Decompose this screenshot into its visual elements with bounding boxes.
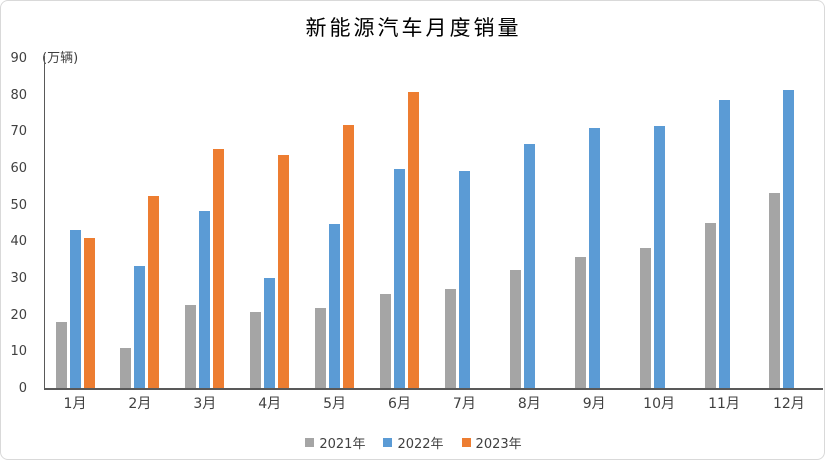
x-tick-label: 9月 (582, 396, 606, 412)
bar-2022年-8月 (523, 143, 535, 388)
bar-2021年-2月 (120, 347, 132, 388)
bar-2022年-10月 (653, 126, 665, 388)
bar-2021年-11月 (704, 223, 716, 388)
y-axis-unit-label: (万辆) (42, 51, 79, 66)
bar-2022年-7月 (458, 170, 470, 388)
x-tick-label: 8月 (517, 396, 541, 412)
legend-label: 2022年 (397, 437, 444, 452)
x-tick-label: 3月 (193, 396, 217, 412)
legend-item-2023年: 2023年 (461, 433, 522, 452)
y-axis-line (44, 56, 45, 389)
bar-2022年-2月 (134, 265, 146, 388)
bar-2021年-7月 (444, 288, 456, 388)
bar-2021年-6月 (380, 294, 391, 388)
legend-swatch (461, 438, 471, 447)
chart-title: 新能源汽车月度销量 (305, 16, 522, 40)
bar-2021年-10月 (639, 247, 651, 388)
y-tick-label: 20 (10, 307, 27, 323)
bar-2023年-2月 (148, 195, 160, 388)
legend-swatch (383, 438, 393, 447)
legend-item-2022年: 2022年 (383, 433, 444, 452)
bar-2022年-5月 (329, 224, 341, 388)
legend-label: 2021年 (319, 437, 366, 452)
y-tick-label: 10 (10, 344, 27, 360)
bar-2021年-3月 (185, 305, 197, 388)
x-tick-label: 4月 (258, 396, 282, 412)
x-tick-label: 7月 (452, 396, 476, 412)
bar-2023年-5月 (343, 125, 355, 388)
bar-2023年-4月 (278, 154, 290, 388)
legend-item-2021年: 2021年 (305, 433, 365, 452)
bar-2021年-1月 (55, 322, 67, 388)
bar-2022年-6月 (394, 169, 405, 388)
bar-2021年-9月 (574, 257, 586, 388)
y-tick-label: 90 (10, 51, 27, 66)
bar-2022年-12月 (783, 89, 795, 388)
x-tick-label: 1月 (63, 396, 87, 412)
bar-2021年-4月 (250, 312, 262, 388)
x-tick-label: 11月 (708, 396, 740, 412)
x-tick-label: 12月 (772, 396, 805, 412)
x-tick-label: 2月 (128, 396, 152, 412)
y-tick-label: 70 (10, 124, 27, 140)
y-tick-label: 0 (18, 381, 27, 396)
bar-2021年-12月 (769, 193, 781, 388)
x-tick-label: 10月 (643, 396, 675, 412)
bar-2022年-4月 (264, 278, 276, 388)
legend-swatch (305, 438, 315, 447)
y-tick-label: 30 (10, 271, 27, 286)
bar-2023年-6月 (408, 92, 419, 388)
legend: 2021年 2022年 2023年 (1, 433, 824, 452)
x-tick-label: 6月 (388, 396, 411, 412)
y-tick-label: 50 (10, 197, 27, 213)
bar-2022年-1月 (69, 229, 81, 388)
bar-2022年-3月 (199, 210, 211, 388)
bar-2022年-11月 (718, 99, 730, 388)
legend-label: 2023年 (475, 437, 522, 452)
y-tick-label: 40 (10, 234, 27, 250)
bar-2021年-5月 (315, 308, 327, 388)
bar-2023年-3月 (213, 148, 225, 388)
y-tick-label: 80 (10, 87, 27, 103)
x-tick-label: 5月 (323, 396, 347, 412)
bar-2021年-8月 (509, 270, 521, 388)
y-tick-label: 60 (10, 161, 27, 176)
x-axis-line (44, 388, 823, 390)
bar-2023年-1月 (83, 238, 95, 388)
bar-2022年-9月 (588, 128, 600, 388)
